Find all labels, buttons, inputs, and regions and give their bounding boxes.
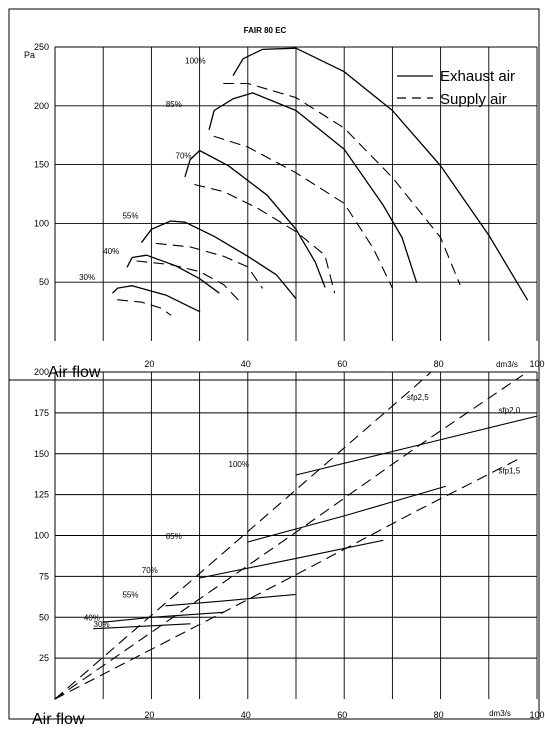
series-line-sfp25-dashed	[54, 371, 432, 700]
series-line-40-dashed	[136, 260, 239, 301]
curve-label: sfp1,5	[498, 466, 520, 475]
x-axis-unit-label: dm3/s	[496, 360, 518, 369]
series-line-85-solid	[247, 485, 446, 543]
x-tick-label: 100	[529, 359, 544, 369]
x-tick-label: 60	[337, 710, 347, 720]
curve-label: sfp2,5	[407, 393, 429, 402]
x-tick-label: 20	[144, 359, 154, 369]
y-tick-label: 175	[34, 408, 49, 418]
curve-label: 40%	[84, 614, 100, 623]
y-tick-label: 50	[39, 277, 49, 287]
x-tick-label: 80	[434, 359, 444, 369]
y-tick-label: 50	[39, 612, 49, 622]
series-line-40-solid	[126, 254, 220, 294]
y-tick-label: 100	[34, 531, 49, 541]
curve-label: 40%	[103, 247, 119, 256]
x-tick-label: 60	[337, 359, 347, 369]
y-tick-label: 100	[34, 218, 49, 228]
x-tick-label: 80	[434, 710, 444, 720]
series-line-85-dashed	[213, 135, 393, 289]
curve-label: 100%	[185, 56, 205, 65]
series-line-100-dashed	[223, 82, 461, 286]
y-tick-label: 150	[34, 449, 49, 459]
curve-label: 85%	[166, 100, 182, 109]
legend-supply-air-label: Supply air	[440, 91, 507, 108]
curve-label: 55%	[122, 212, 138, 221]
y-tick-label: 25	[39, 653, 49, 663]
series-line-85-solid	[208, 92, 418, 283]
series-line-30-solid	[93, 623, 191, 630]
x-tick-label: 40	[241, 359, 251, 369]
legend: Exhaust air Supply air	[397, 68, 515, 108]
y-tick-label: 75	[39, 571, 49, 581]
curve-label: 70%	[142, 566, 158, 575]
series-line-30-solid	[112, 285, 201, 313]
curve-label: sfp2,0	[498, 406, 520, 415]
chart-title: FAIR 80 EC	[244, 26, 287, 35]
x-axis-label: Air flow	[48, 364, 101, 381]
x-axis-unit-label: dm3/s	[489, 709, 511, 718]
series-line-30-dashed	[117, 299, 172, 316]
pressure-chart: FAIR 80 EC Pa Air flow dm3/s Exhaust air…	[24, 26, 545, 381]
curve-label: 30%	[94, 620, 110, 629]
series-line-55-solid	[165, 593, 297, 607]
series-line-100-solid	[232, 47, 529, 301]
figure-border	[8, 8, 540, 720]
y-tick-label: 200	[34, 101, 49, 111]
curve-label: 70%	[176, 152, 192, 161]
curve-label: 55%	[122, 591, 138, 600]
x-tick-label: 40	[241, 710, 251, 720]
y-axis-unit-label: Pa	[24, 50, 35, 60]
curve-label: 100%	[229, 460, 249, 469]
curve-label: 85%	[166, 532, 182, 541]
series-line-70-solid	[199, 539, 384, 579]
x-tick-label: 100	[529, 710, 544, 720]
y-tick-label: 125	[34, 490, 49, 500]
series-line-70-solid	[184, 149, 326, 288]
x-axis-label: Air flow	[32, 711, 85, 728]
y-tick-label: 150	[34, 160, 49, 170]
x-tick-label: 20	[144, 710, 154, 720]
legend-exhaust-air-label: Exhaust air	[440, 68, 515, 85]
series-line-55-solid	[141, 220, 297, 300]
series-line-sfp15-dashed	[54, 456, 524, 700]
series-line-100-solid	[295, 415, 538, 476]
series-line-40-solid	[102, 611, 225, 623]
curve-label: 30%	[79, 273, 95, 282]
series-line-55-dashed	[155, 242, 263, 289]
series-line-sfp20-dashed	[54, 374, 524, 700]
series-line-70-dashed	[194, 184, 336, 294]
y-tick-label: 200	[34, 367, 49, 377]
power-chart: Air flow dm3/s 25 50 75 100 125 150 175 200 20 40…	[32, 367, 545, 728]
y-tick-label: 250	[34, 42, 49, 52]
